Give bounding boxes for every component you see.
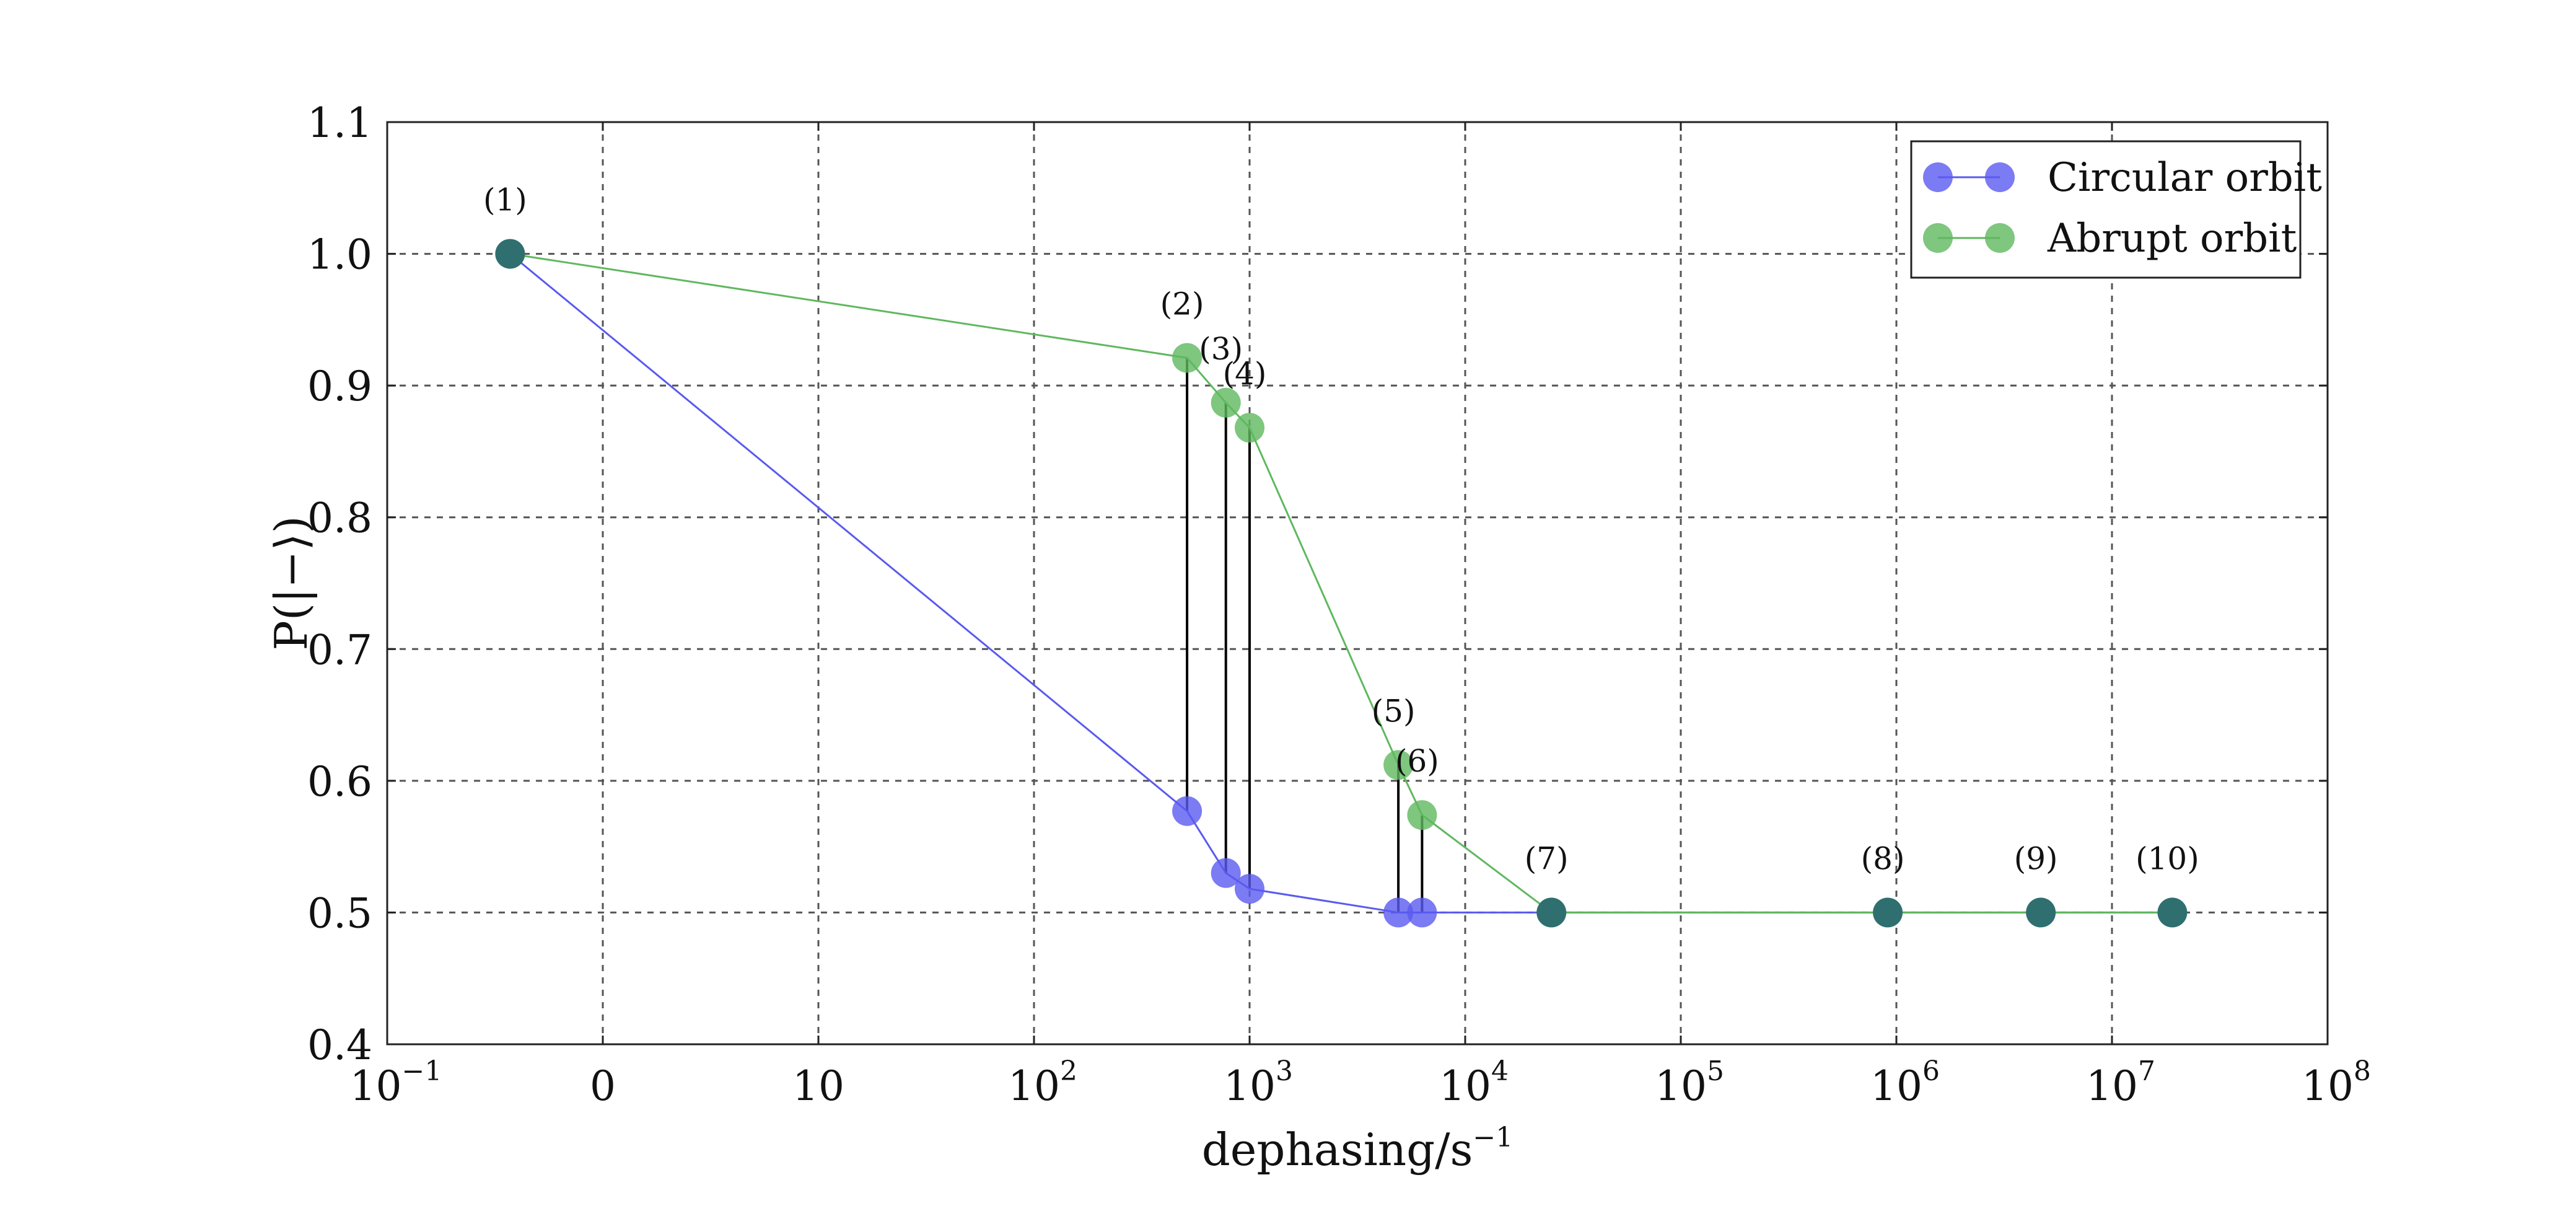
plot-frame <box>386 121 2329 1046</box>
abrupt-orbit-point <box>1383 750 1414 780</box>
x-axis-label: dephasing/s−1 <box>1202 1122 1514 1176</box>
legend-abrupt-label: Abrupt orbit <box>2047 216 2297 262</box>
legend-circular-label: Circular orbit <box>2048 155 2322 201</box>
overlap-point <box>1536 897 1567 928</box>
connector-layer <box>1186 358 1424 913</box>
point-label: (2) <box>1160 286 1204 322</box>
point-label: (7) <box>1525 840 1569 876</box>
circular-orbit-point <box>1407 897 1437 928</box>
point-label: (4) <box>1223 356 1267 392</box>
overlap-point <box>2157 897 2188 928</box>
y-tick-label: 0.6 <box>307 758 372 806</box>
legend-abrupt-marker <box>1985 223 2015 253</box>
circular-orbit-point <box>1172 796 1203 826</box>
marker-layer <box>495 239 2188 928</box>
overlap-point <box>495 239 525 269</box>
tick-layer: 10−1 0 10 102 103 104 105 106 107 108 0.4 0.5 0.6 0.7… <box>307 99 2371 1110</box>
legend-box <box>1910 140 2302 279</box>
point-label: (3) <box>1199 331 1243 367</box>
overlap-point <box>1873 897 1903 928</box>
legend-circular-marker <box>1985 162 2015 192</box>
y-tick-label: 0.5 <box>307 889 372 937</box>
y-tick-label: 0.7 <box>307 626 372 674</box>
point-label: (6) <box>1395 743 1439 779</box>
y-tick-label: 0.9 <box>307 363 372 410</box>
circular-orbit-point <box>1211 858 1241 888</box>
point-label: (10) <box>2136 840 2199 876</box>
x-tick-label: 104 <box>1439 1055 1509 1110</box>
x-tick-label: 0 <box>590 1062 616 1110</box>
point-label: (8) <box>1861 840 1905 876</box>
y-axis-label: P(|−⟩) <box>265 516 317 650</box>
y-tick-label: 0.8 <box>307 495 372 542</box>
x-tick-label: 102 <box>1008 1055 1077 1110</box>
point-label: (9) <box>2014 840 2058 876</box>
abrupt-orbit-point <box>1211 387 1241 418</box>
legend: Circular orbit Abrupt orbit <box>1910 140 2322 279</box>
line-layer <box>509 253 2173 914</box>
label-layer: (1) (2) (3)(4) (5) (6) (7) (8) (9) (10) <box>483 182 2199 877</box>
overlap-point <box>2026 897 2056 928</box>
legend-circular-marker <box>1923 162 1953 192</box>
x-tick-label: 106 <box>1870 1055 1940 1110</box>
legend-abrupt-marker <box>1923 223 1953 253</box>
point-label: (5) <box>1372 693 1416 729</box>
abrupt-orbit-point <box>1172 343 1203 373</box>
abrupt-orbit-point <box>1407 800 1437 830</box>
x-tick-label: 103 <box>1224 1055 1293 1110</box>
y-tick-label: 1.1 <box>307 99 372 147</box>
x-tick-label: 10 <box>792 1062 844 1110</box>
x-tick-label: 107 <box>2086 1055 2155 1110</box>
x-tick-label: 105 <box>1655 1055 1724 1110</box>
point-label: (1) <box>483 182 527 218</box>
circular-orbit-point <box>1383 897 1414 928</box>
x-tick-label: 10−1 <box>350 1055 442 1110</box>
abrupt-orbit-point <box>1235 413 1264 443</box>
legend-entries: Circular orbit Abrupt orbit <box>1923 155 2322 262</box>
circular-orbit-point <box>1235 874 1264 904</box>
circular-orbit-line <box>509 253 2173 914</box>
abrupt-orbit-line <box>510 253 2173 914</box>
y-tick-label: 1.0 <box>307 231 372 279</box>
y-tick-label: 0.4 <box>307 1021 372 1069</box>
x-tick-label: 108 <box>2302 1055 2371 1110</box>
